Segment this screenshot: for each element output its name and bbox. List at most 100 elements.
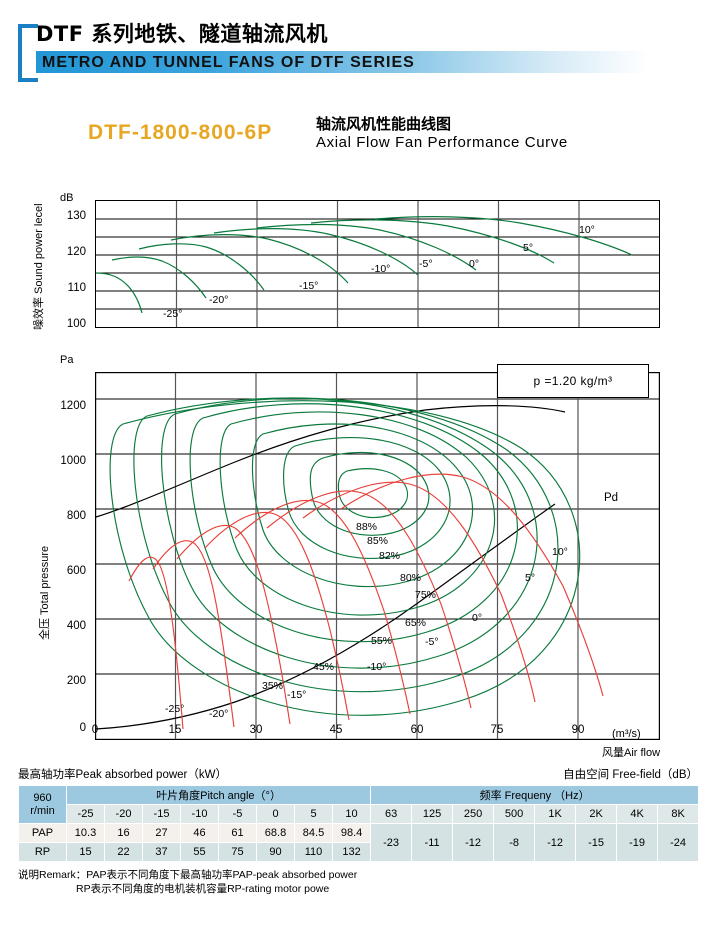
pressure-y-unit: Pa xyxy=(60,354,74,366)
pressure-vgrid xyxy=(174,373,579,739)
pressure-xtick-90: 90 xyxy=(571,724,585,736)
pressure-plot-area xyxy=(95,372,660,740)
cell-pitch-10: 10 xyxy=(331,804,372,824)
cell-rp-1: 22 xyxy=(104,842,143,862)
cell-pitch--20: -20 xyxy=(104,804,143,824)
cell-rp-4: 75 xyxy=(218,842,257,862)
chart-title-en: Axial Flow Fan Performance Curve xyxy=(316,134,568,151)
cell-rpm: 960 r/min xyxy=(18,785,67,824)
cell-ff-63: -23 xyxy=(370,823,413,862)
pressure-plot-svg xyxy=(95,372,660,740)
remark-line-2: RP表示不同角度的电机装机容量RP-rating motor powe xyxy=(76,883,330,895)
sound-power-chart: dB 噪效率 Sound power lecel 130 120 110 100 xyxy=(0,190,715,340)
header-title-cn: DTF 系列地铁、隧道轴流风机 xyxy=(36,22,328,46)
pressure-ytick-200: 200 xyxy=(66,675,86,687)
rpm-unit: r/min xyxy=(30,804,55,817)
efficiency-label-85: 85% xyxy=(367,535,389,547)
noise-ytick-120: 120 xyxy=(66,246,86,258)
pressure-xtick-60: 60 xyxy=(410,724,424,736)
cell-ff-125: -11 xyxy=(411,823,454,862)
cell-pap-6: 84.5 xyxy=(294,823,333,843)
noise-label-minus20: -20° xyxy=(209,294,229,306)
total-pressure-chart: Pa 全压 Total pressure 1200 1000 800 600 4… xyxy=(0,350,715,760)
cell-rp-0: 15 xyxy=(66,842,105,862)
x-axis-name: 风量Air flow xyxy=(602,747,661,759)
cell-pitch--5: -5 xyxy=(218,804,257,824)
cell-group-freq: 频率 Frequeny （Hz） xyxy=(370,785,700,805)
efficiency-label-82: 82% xyxy=(379,550,401,562)
cell-pitch-0: 0 xyxy=(256,804,295,824)
noise-label-minus5: -5° xyxy=(419,258,433,270)
cell-pitch-5: 5 xyxy=(294,804,333,824)
pressure-ytick-800: 800 xyxy=(66,510,86,522)
cell-ff-500: -8 xyxy=(493,823,536,862)
pressure-xtick-75: 75 xyxy=(490,724,504,736)
efficiency-label-55: 55% xyxy=(371,635,393,647)
pressure-label-10: 10° xyxy=(552,546,568,558)
efficiency-label-45: 45% xyxy=(313,661,335,673)
table-row-pap: PAP 10.3 16 27 46 61 68.8 84.5 98.4 -23 … xyxy=(18,823,700,862)
cell-pap-3: 46 xyxy=(180,823,219,843)
pressure-envelope-curve xyxy=(95,405,566,518)
table-grid: 960 r/min 叶片角度Pitch angle（°） 频率 Frequeny… xyxy=(18,785,700,862)
bracket-decoration-icon xyxy=(18,24,38,82)
pd-label: Pd xyxy=(604,492,619,504)
noise-label-10: 10° xyxy=(579,224,595,236)
noise-ytick-100: 100 xyxy=(66,318,86,330)
cell-pap-7: 98.4 xyxy=(331,823,372,843)
cell-freq-125: 125 xyxy=(411,804,454,824)
pressure-label-minus15: -15° xyxy=(287,689,307,701)
x-axis-unit: (m³/s) xyxy=(612,728,641,740)
page-header: DTF 系列地铁、隧道轴流风机 METRO AND TUNNEL FANS OF… xyxy=(0,0,715,92)
cell-freq-2k: 2K xyxy=(575,804,618,824)
noise-y-unit: dB xyxy=(60,192,74,204)
pressure-xtick-30: 30 xyxy=(249,724,263,736)
cell-ff-250: -12 xyxy=(452,823,495,862)
cell-pitch--10: -10 xyxy=(180,804,219,824)
noise-ytick-110: 110 xyxy=(67,282,86,294)
noise-label-0: 0° xyxy=(469,258,480,270)
cell-pap-2: 27 xyxy=(142,823,181,843)
noise-label-5: 5° xyxy=(523,242,534,254)
cell-rp-6: 110 xyxy=(294,842,333,862)
cell-rp-label: RP xyxy=(18,842,67,862)
cell-freq-4k: 4K xyxy=(616,804,659,824)
cell-freq-1k: 1K xyxy=(534,804,577,824)
cell-freq-63: 63 xyxy=(370,804,413,824)
cell-pap-0: 10.3 xyxy=(66,823,105,843)
pressure-ytick-1200: 1200 xyxy=(60,400,86,412)
pressure-label-minus25: -25° xyxy=(165,703,185,715)
cell-pap-1: 16 xyxy=(104,823,143,843)
specifications-table: 最高轴功率Peak absorbed power（kW） 自由空间 Free-f… xyxy=(18,766,700,896)
pressure-label-minus20: -20° xyxy=(209,708,229,720)
efficiency-label-65: 65% xyxy=(405,617,427,629)
pressure-label-5: 5° xyxy=(525,572,536,584)
pressure-ytick-400: 400 xyxy=(66,620,86,632)
cell-ff-8k: -24 xyxy=(657,823,700,862)
pressure-label-minus10: -10° xyxy=(367,661,387,673)
pressure-xtick-45: 45 xyxy=(329,724,343,736)
cell-ff-1k: -12 xyxy=(534,823,577,862)
noise-curves xyxy=(95,216,633,314)
caption-free-field: 自由空间 Free-field（dB） xyxy=(563,769,698,781)
pressure-plot-border xyxy=(95,372,660,740)
cell-pap-5: 68.8 xyxy=(256,823,295,843)
efficiency-label-80: 80% xyxy=(400,572,422,584)
cell-rp-2: 37 xyxy=(142,842,181,862)
pitch-angle-curves xyxy=(128,473,604,730)
noise-label-minus10: -10° xyxy=(371,263,391,275)
noise-plot-svg xyxy=(95,201,659,327)
noise-label-minus15: -15° xyxy=(299,280,319,292)
caption-peak-power: 最高轴功率Peak absorbed power（kW） xyxy=(18,769,227,781)
noise-label-minus25: -25° xyxy=(163,308,183,320)
cell-freq-500: 500 xyxy=(493,804,536,824)
pd-curve xyxy=(95,503,556,730)
noise-y-axis-label: 噪效率 Sound power lecel xyxy=(33,203,45,330)
efficiency-label-35: 35% xyxy=(262,680,284,692)
cell-rp-7: 132 xyxy=(331,842,372,862)
cell-ff-4k: -19 xyxy=(616,823,659,862)
pressure-label-0: 0° xyxy=(472,612,483,624)
noise-vgrid xyxy=(175,201,580,327)
pressure-ytick-0: 0 xyxy=(79,722,86,734)
efficiency-label-75: 75% xyxy=(415,589,437,601)
